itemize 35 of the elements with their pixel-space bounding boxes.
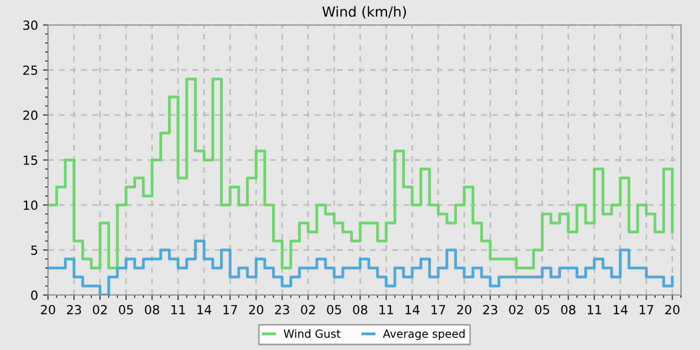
x-tick-label: 05 xyxy=(118,304,133,314)
x-tick-label: 17 xyxy=(432,305,446,314)
x-tick-label: 08 xyxy=(561,304,576,314)
x-tick-label: 14 xyxy=(406,305,420,314)
x-tick-label: 23 xyxy=(66,304,81,314)
x-tick-label: 14 xyxy=(614,305,628,314)
x-tick-label: 14 xyxy=(198,305,212,314)
y-tick-label: 15 xyxy=(24,156,38,165)
legend-label: Wind Gust xyxy=(284,329,340,338)
x-tick-label: 20 xyxy=(249,304,264,314)
x-tick-label: 05 xyxy=(535,304,550,314)
y-tick-label: 10 xyxy=(24,200,38,210)
x-tick-label: 11 xyxy=(380,305,393,314)
x-tick-label: 11 xyxy=(588,305,602,314)
x-tick-label: 20 xyxy=(40,304,56,314)
x-tick-label: 20 xyxy=(457,304,472,314)
y-tick-label: 0 xyxy=(31,290,38,300)
x-tick-label: 05 xyxy=(327,304,342,314)
x-tick-label: 17 xyxy=(224,305,237,314)
x-tick-label: 08 xyxy=(144,304,160,314)
y-tick-label: 5 xyxy=(31,246,38,255)
chart-title: Wind (km/h) xyxy=(322,6,406,18)
x-tick-label: 17 xyxy=(640,305,654,314)
legend-label: Average speed xyxy=(382,329,465,340)
y-tick-label: 25 xyxy=(23,65,38,75)
x-tick-label: 02 xyxy=(301,304,315,314)
x-tick-label: 08 xyxy=(353,304,368,314)
y-tick-label: 30 xyxy=(23,20,38,30)
x-tick-label: 02 xyxy=(509,304,523,314)
x-tick-label: 02 xyxy=(92,304,107,314)
y-tick-label: 20 xyxy=(23,110,38,120)
x-tick-label: 23 xyxy=(275,304,290,314)
x-tick-label: 23 xyxy=(483,304,498,314)
x-tick-label: 11 xyxy=(171,305,185,314)
x-tick-label: 20 xyxy=(665,304,680,314)
